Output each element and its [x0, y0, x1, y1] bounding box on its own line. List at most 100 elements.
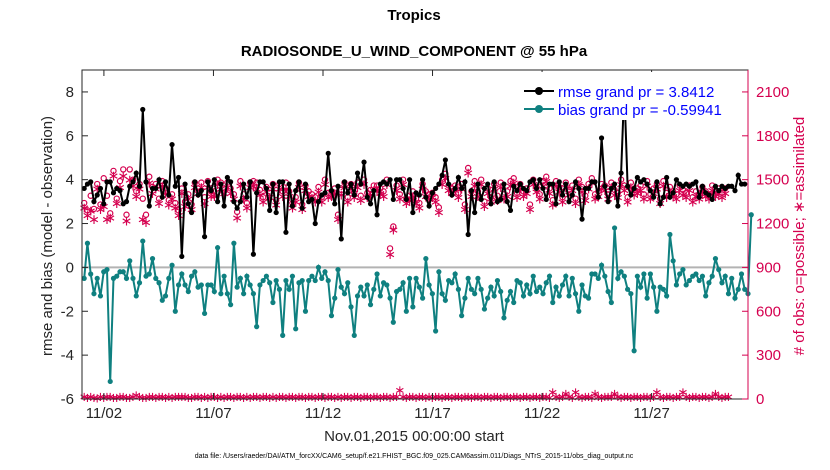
rmse-point: [309, 196, 315, 203]
rmse-point: [267, 207, 273, 213]
obs-count-marker: ∗: [583, 390, 594, 405]
bias-point: [416, 284, 422, 290]
rmse-point: [563, 181, 569, 187]
obs-count-marker: ∗: [183, 391, 194, 406]
bias-series-layer: [81, 212, 754, 385]
bias-point: [123, 275, 130, 281]
bias-point: [475, 275, 481, 281]
obs-possible-marker: [126, 166, 133, 173]
obs-count-marker: ∗: [531, 390, 542, 405]
obs-count-marker: ∗: [137, 391, 148, 406]
rmse-point: [712, 183, 719, 189]
obs-assimilated-marker: ∗: [384, 247, 396, 263]
obs-count-marker: ∗: [167, 391, 178, 406]
bias-point: [631, 348, 637, 354]
obs-count-marker: ∗: [297, 390, 308, 405]
obs-assimilated-marker: ∗: [534, 192, 546, 208]
obs-count-marker: ∗: [577, 391, 588, 406]
legend-rmse-marker: [535, 87, 543, 95]
obs-count-marker: ∗: [95, 390, 106, 405]
obs-possible-marker: [510, 175, 517, 182]
rmse-point: [540, 185, 546, 192]
bias-point: [699, 273, 706, 279]
rmse-point: [208, 188, 214, 194]
obs-count-marker: ∗: [339, 390, 350, 405]
rmse-point: [455, 174, 461, 181]
obs-count-marker: ∗: [141, 391, 152, 406]
rmse-point: [299, 205, 305, 211]
rmse-point: [172, 183, 178, 189]
bias-point: [91, 291, 97, 297]
rmse-point: [241, 181, 247, 187]
bias-point: [358, 284, 364, 290]
rmse-point: [237, 199, 243, 205]
obs-assimilated-marker: ∗: [290, 195, 302, 211]
obs-count-marker: ∗: [245, 391, 256, 406]
obs-assimilated-marker: ∗: [231, 211, 243, 227]
rmse-point: [348, 181, 354, 187]
obs-assimilated-marker: ∗: [690, 189, 702, 205]
obs-count-marker: ∗: [505, 391, 516, 406]
bias-point: [231, 240, 237, 246]
bias-point: [286, 286, 292, 292]
bias-point: [472, 291, 478, 297]
obs-assimilated-marker: ∗: [137, 212, 149, 228]
rmse-point: [595, 194, 601, 200]
rmse-point: [628, 192, 634, 198]
bias-point: [680, 266, 686, 273]
obs-count-marker: ∗: [629, 390, 640, 405]
obs-count-marker: ∗: [694, 391, 705, 406]
bias-point: [641, 271, 647, 277]
rmse-point: [472, 209, 478, 216]
obs-count-marker: ∗: [560, 387, 571, 402]
obs-assimilated-marker: ∗: [410, 196, 422, 212]
obs-count-marker: ∗: [668, 391, 679, 406]
rmse-point: [654, 179, 660, 185]
obs-possible-marker: [396, 191, 404, 198]
rmse-point: [215, 199, 221, 205]
rmse-point: [511, 183, 517, 189]
x-tick-label: 11/27: [633, 405, 669, 422]
bias-point: [722, 273, 728, 279]
plot-area: [82, 70, 748, 399]
y-axis-label: rmse and bias (model - observation): [39, 116, 56, 356]
obs-assimilated-marker: ∗: [544, 186, 556, 202]
obs-assimilated-marker: ∗: [684, 183, 696, 199]
obs-assimilated-marker: ∗: [635, 183, 647, 199]
obs-count-marker: ∗: [479, 390, 490, 405]
bias-point: [677, 271, 683, 277]
obs-count-marker: ∗: [538, 390, 549, 405]
obs-count-marker: ∗: [111, 391, 122, 406]
rmse-point: [468, 188, 475, 194]
bias-point: [201, 310, 208, 317]
bias-point: [390, 319, 396, 325]
bias-point: [608, 299, 614, 306]
legend-box: [520, 72, 740, 120]
bias-point: [267, 280, 273, 286]
bias-point: [263, 273, 270, 279]
obs-assimilated-marker: ∗: [326, 189, 338, 205]
bias-point: [182, 282, 188, 288]
obs-assimilated-marker: ∗: [495, 180, 507, 196]
obs-count-marker: ∗: [202, 391, 213, 406]
obs-assimilated-marker: ∗: [199, 196, 211, 212]
obs-assimilated-marker: ∗: [488, 181, 500, 197]
rmse-point: [436, 181, 442, 187]
rmse-point: [136, 183, 143, 189]
bias-point: [302, 308, 309, 314]
rmse-point: [537, 177, 543, 183]
obs-count-marker: ∗: [333, 390, 344, 405]
obs-assimilated-marker: ∗: [235, 179, 247, 195]
bias-point: [598, 262, 605, 268]
obs-assimilated-marker: ∗: [98, 199, 110, 215]
bias-point: [364, 282, 370, 288]
obs-assimilated-marker: ∗: [397, 177, 409, 193]
bias-point: [644, 295, 650, 301]
obs-possible-marker: [682, 189, 690, 197]
obs-possible-marker: [198, 179, 205, 186]
rmse-point: [332, 201, 338, 207]
obs-assimilated-marker: ∗: [404, 193, 416, 209]
rmse-point: [615, 203, 621, 209]
rmse-point: [166, 192, 172, 198]
obs-assimilated-marker: ∗: [134, 181, 146, 197]
